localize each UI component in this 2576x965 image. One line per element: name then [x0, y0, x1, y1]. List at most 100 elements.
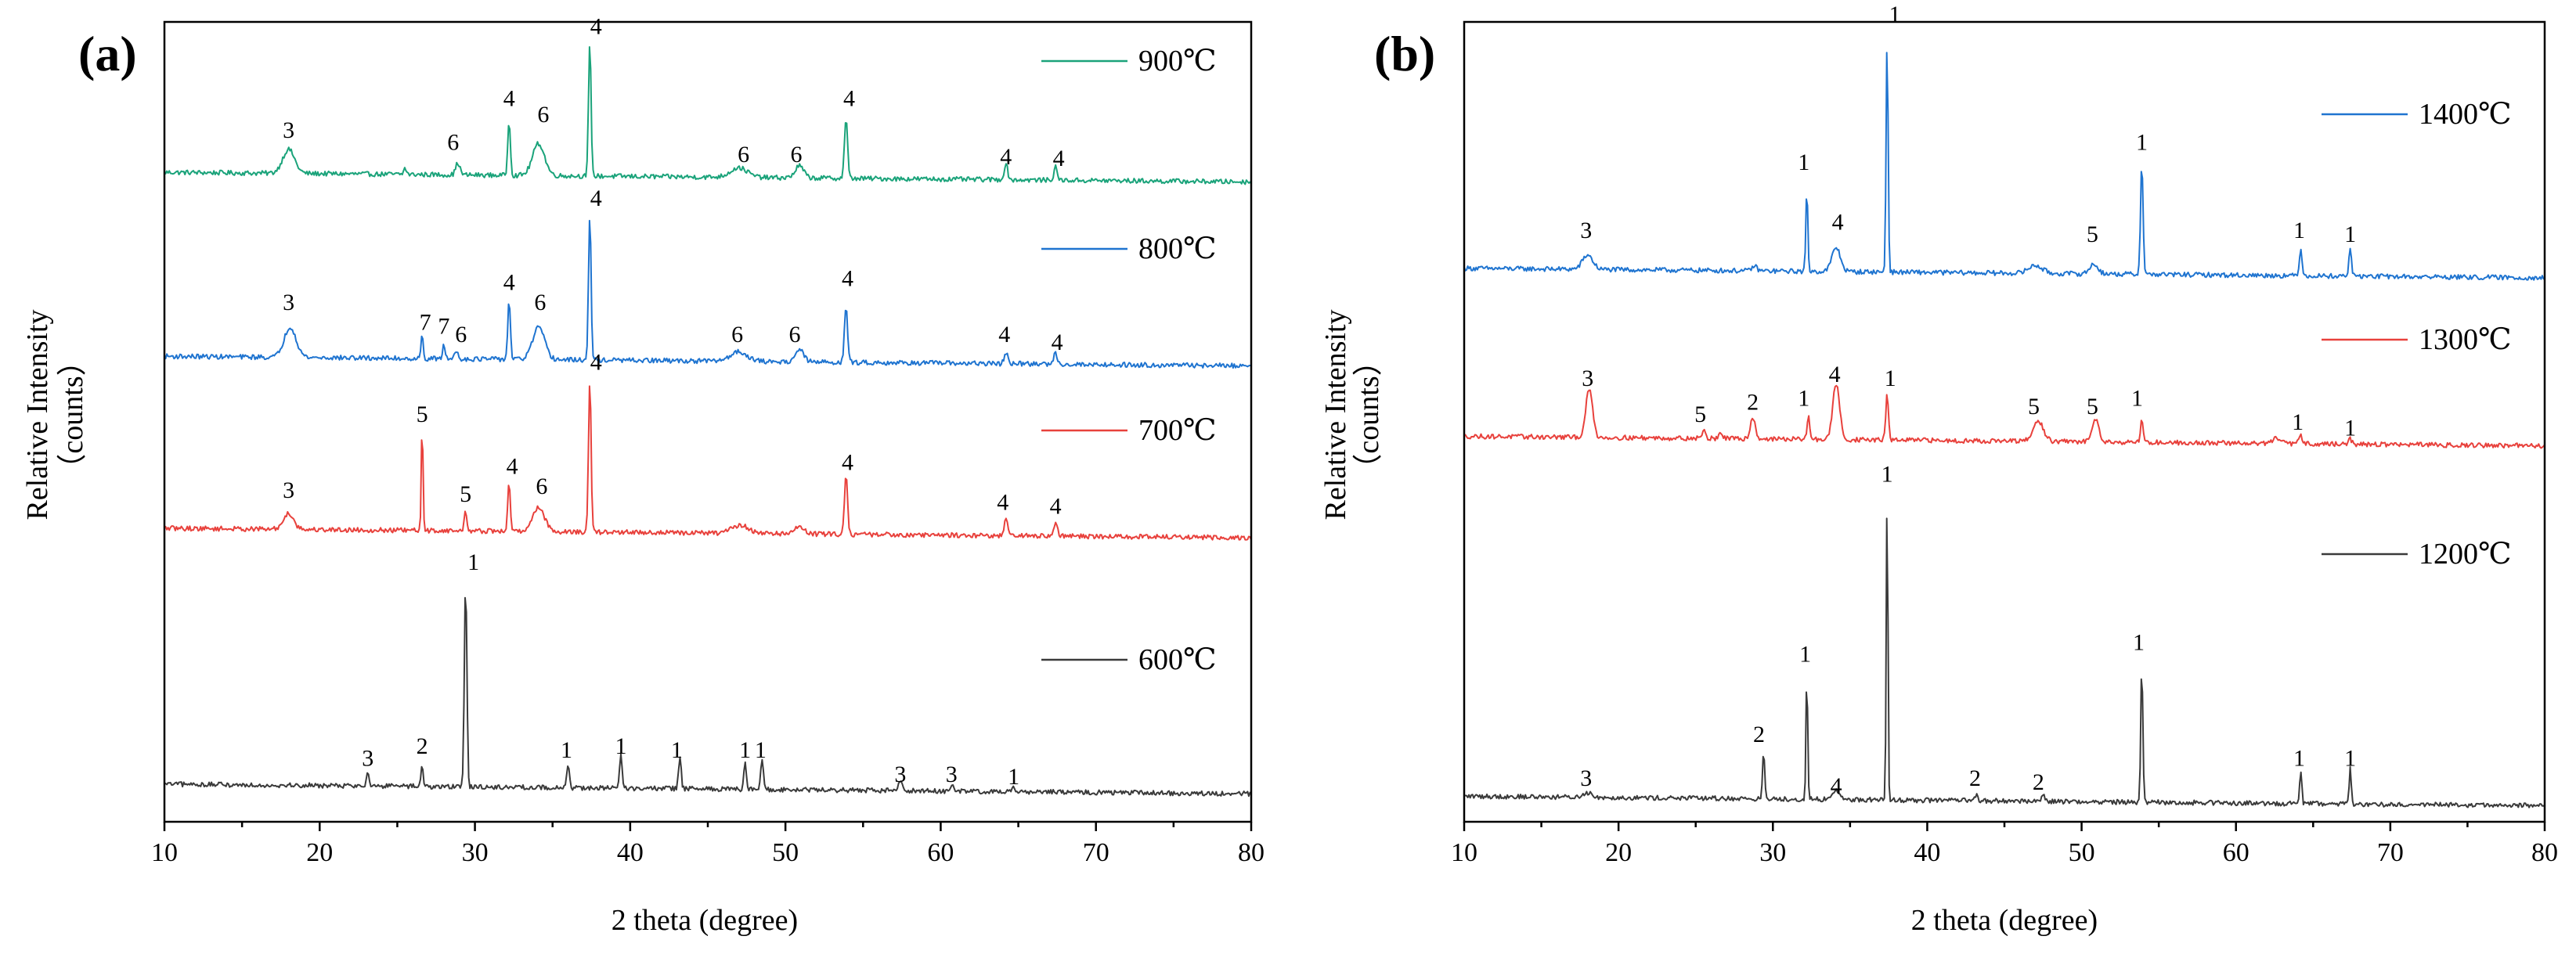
panel-b-peak-label: 1: [1798, 386, 1809, 412]
panel-b-peak-label: 5: [2028, 394, 2040, 419]
panel-a-x-tick-label: 60: [927, 838, 954, 867]
panel-a-legend-label: 600℃: [1138, 643, 1217, 676]
panel-a-peak-label: 2: [417, 733, 428, 759]
panel-a-x-tick-label: 10: [151, 838, 178, 867]
panel-b-legend-label: 1200℃: [2419, 538, 2512, 571]
panel-a-peak-label: 1: [1008, 764, 1019, 790]
panel-a-peak-label: 4: [590, 13, 602, 39]
panel-a-frame: [163, 20, 1253, 823]
panel-b-peak-label: 1: [2136, 130, 2148, 156]
panel-a-legend-label: 700℃: [1138, 414, 1217, 447]
panel-a-peak-label: 1: [671, 737, 683, 763]
panel-b-peak-label: 4: [1832, 210, 1844, 236]
panel-b-peak-label: 5: [2087, 394, 2098, 419]
panel-a-x-ticks: 10 20 30 40 50 60 70 80: [151, 822, 1265, 867]
panel-a-peak-label: 5: [417, 401, 428, 427]
panel-a-ylabel-units: （counts）: [56, 346, 89, 483]
panel-b-peak-label: 1: [2344, 745, 2356, 771]
panel-a-peak-label: 4: [1052, 329, 1063, 355]
panel-b-label: (b): [1374, 26, 1435, 81]
panel-b-peak-label: 1: [1885, 365, 1896, 391]
panel-b-ylabel-units: （counts）: [1352, 346, 1385, 483]
panel-a-peak-label: 4: [842, 449, 853, 475]
panel-a-label: (a): [78, 26, 137, 81]
panel-b-peak-label: 3: [1580, 765, 1592, 791]
panel-a-peak-label: 6: [731, 322, 743, 347]
panel-b-legend: 1400℃ 1300℃ 1200℃: [2322, 98, 2512, 571]
panel-a-peak-label: 3: [283, 290, 294, 315]
panel-a-trace-600℃: [164, 596, 1252, 798]
panel-b-peak-label: 1: [2131, 386, 2143, 412]
panel-a: (a) Relative Intensity （counts） 2 theta …: [21, 13, 1265, 937]
panel-b-x-tick-label: 10: [1451, 838, 1477, 867]
panel-a-peak-label: 5: [460, 481, 471, 507]
panel-b-x-tick-label: 80: [2531, 838, 2558, 867]
panel-a-peak-label: 4: [998, 322, 1010, 347]
panel-b-peak-label: 1: [1881, 462, 1893, 488]
panel-a-peak-label: 6: [537, 102, 549, 128]
panel-a-peak-label: 6: [536, 473, 547, 499]
panel-a-peak-label: 4: [507, 453, 518, 479]
panel-b-peak-label: 1: [1799, 642, 1811, 668]
panel-a-x-tick-label: 80: [1238, 838, 1265, 867]
panel-a-legend-label: 800℃: [1138, 232, 1217, 265]
panel-b-peak-label: 4: [1831, 773, 1842, 799]
panel-a-peak-label: 6: [534, 290, 546, 315]
panel-a-peak-label: 6: [791, 142, 803, 167]
panel-b-x-tick-label: 50: [2069, 838, 2095, 867]
panel-a-peak-label: 3: [283, 117, 294, 143]
panel-b-legend-label: 1300℃: [2419, 323, 2512, 356]
panel-b-peak-label: 1: [2344, 221, 2356, 247]
panel-b-trace-1200℃: [1463, 517, 2545, 808]
panel-a-peak-label: 3: [283, 477, 294, 503]
panel-b-peak-label: 5: [1694, 401, 1706, 427]
panel-a-peak-label: 4: [842, 265, 853, 291]
panel-a-trace-700℃: [164, 385, 1252, 541]
panel-a-x-tick-label: 70: [1083, 838, 1109, 867]
panel-a-peak-label: 6: [455, 322, 467, 347]
panel-b-peak-label: 3: [1580, 218, 1592, 243]
panel-b-x-tick-label: 20: [1605, 838, 1632, 867]
panel-a-peak-label: 4: [1000, 144, 1012, 170]
panel-b-peak-label: 2: [1969, 765, 1981, 791]
panel-b-x-tick-label: 60: [2223, 838, 2249, 867]
panel-b-x-tick-label: 30: [1759, 838, 1786, 867]
panel-a-legend-label: 900℃: [1138, 45, 1217, 77]
panel-a-peak-label: 6: [738, 142, 749, 167]
panel-a-peak-label: 7: [420, 309, 431, 335]
panel-a-ylabel: Relative Intensity: [21, 309, 54, 520]
panel-a-peak-label: 7: [438, 314, 449, 340]
panel-a-x-tick-label: 50: [772, 838, 799, 867]
panel-b-peak-label: 1: [2292, 409, 2304, 435]
panel-b-trace-1400℃: [1463, 52, 2545, 281]
panel-a-peak-label: 4: [503, 269, 515, 295]
panel-b-peak-label: 1: [2293, 218, 2305, 243]
panel-b-x-tick-label: 70: [2377, 838, 2404, 867]
panel-b-peak-label: 1: [2344, 415, 2356, 441]
panel-b-peak-label: 1: [1798, 149, 1809, 175]
panel-a-peak-label: 4: [997, 489, 1008, 515]
panel-b-legend-label: 1400℃: [2419, 98, 2512, 131]
panel-b-peak-label: 2: [2033, 769, 2044, 795]
panel-b-ylabel: Relative Intensity: [1319, 309, 1352, 520]
panel-a-peak-label: 1: [755, 737, 767, 763]
panel-a-peak-label: 1: [615, 733, 626, 759]
panel-b-traces: [1463, 52, 2545, 808]
panel-b-xlabel: 2 theta (degree): [1911, 904, 2098, 937]
panel-a-peak-label: 3: [362, 745, 373, 771]
panel-b-peak-label: 1: [2133, 629, 2145, 655]
panel-b-frame: [1463, 20, 2546, 823]
panel-a-traces: [164, 46, 1252, 798]
panel-a-x-tick-label: 20: [306, 838, 333, 867]
panel-b-peak-label: 2: [1753, 722, 1765, 747]
panel-a-peak-label: 4: [1053, 146, 1065, 171]
panel-a-peak-label: 1: [467, 549, 479, 575]
panel-b-peak-label: 2: [1747, 390, 1759, 416]
panel-a-peak-label: 4: [590, 185, 602, 211]
panel-a-trace-900℃: [164, 46, 1252, 185]
panel-b-x-tick-label: 40: [1914, 838, 1940, 867]
panel-a-peak-label: 6: [789, 322, 801, 347]
panel-a-xlabel: 2 theta (degree): [612, 904, 798, 937]
